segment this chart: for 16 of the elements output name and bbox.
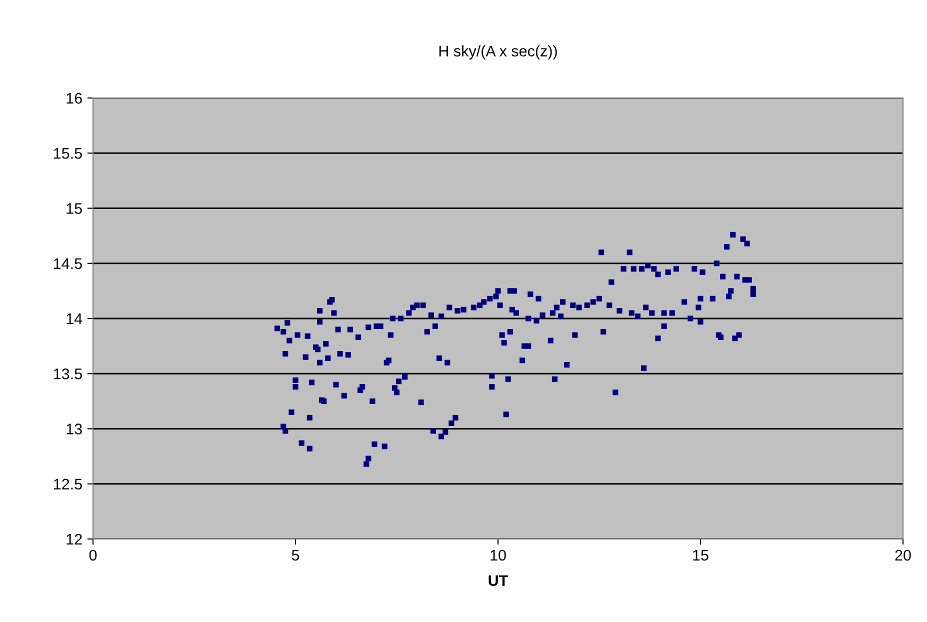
y-tick-label: 13.5 [54,368,82,380]
x-tick-label: 15 [693,550,708,561]
x-axis-title: UT [488,575,508,586]
y-tick-label: 16 [66,92,82,104]
y-tick-label: 14.5 [54,258,82,270]
x-tick-label: 10 [490,550,506,561]
y-tick-label: 12 [66,534,82,545]
x-tick-label: 5 [292,550,300,561]
y-tick-label: 14 [66,314,82,324]
x-tick-label: 20 [895,550,911,561]
y-tick-label: 12.5 [54,478,82,490]
y-tick-label: 13 [66,424,82,434]
x-tick-label: 0 [89,550,97,561]
y-tick-label: 15 [66,203,82,214]
chart-title: H sky/(A x sec(z)) [439,45,557,60]
y-tick-label: 15.5 [54,148,82,159]
